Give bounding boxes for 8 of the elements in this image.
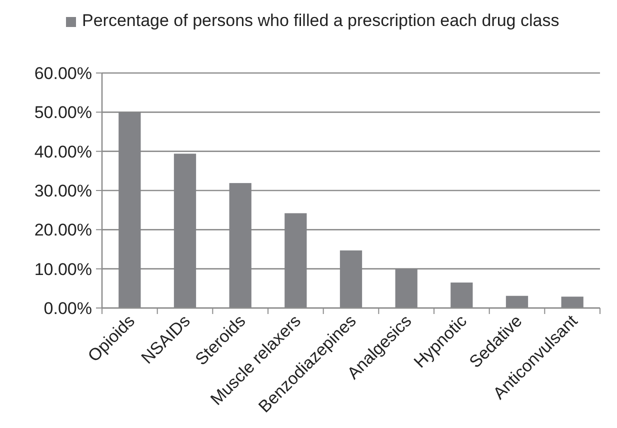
y-tick-label: 10.00% [34, 260, 92, 279]
y-tick-label: 0.00% [44, 298, 92, 318]
y-tick-label: 60.00% [34, 64, 92, 83]
y-tick-label: 40.00% [34, 142, 92, 162]
y-tick-label: 30.00% [34, 181, 92, 200]
y-tick-label: 50.00% [34, 103, 92, 122]
legend-label: Percentage of persons who filled a prescription each drug class [82, 11, 560, 30]
y-tick-label: 20.00% [34, 220, 92, 240]
